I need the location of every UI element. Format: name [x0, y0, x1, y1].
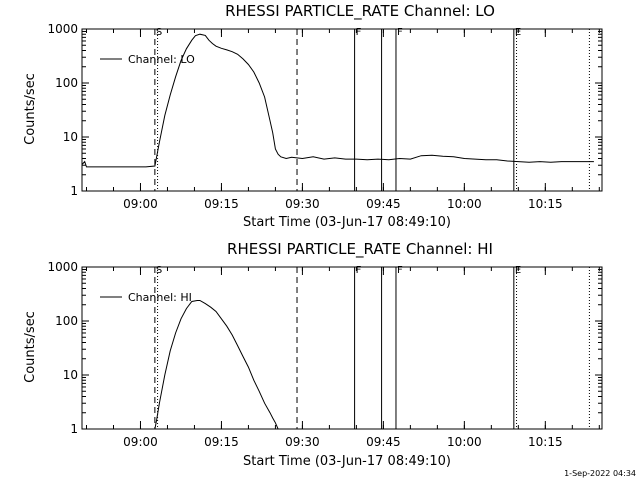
- panel-lo-xlabel: Start Time (03-Jun-17 08:49:10): [243, 215, 451, 230]
- plot-area-hi: 1 10 100 1000 09:00 09:15 09:30 09:45 10:00 10:15…: [47, 260, 603, 449]
- panel-hi-ylabel: Counts/sec: [23, 311, 38, 383]
- y-tick-label-hi: 100: [55, 314, 78, 328]
- legend-label-hi: Channel: HI: [128, 291, 192, 304]
- panel-hi-title: RHESSI PARTICLE_RATE Channel: HI: [227, 240, 493, 259]
- x-tick-label-lo: 10:00: [447, 197, 482, 211]
- x-tick-label-hi: 09:30: [285, 435, 320, 449]
- x-tick-label-lo: 09:15: [204, 197, 239, 211]
- plot-frame-hi: [81, 266, 603, 430]
- y-tick-label-lo: 1: [70, 184, 78, 198]
- event-marker-label-hi: F: [356, 265, 362, 276]
- x-tick-label-hi: 10:00: [447, 435, 482, 449]
- x-tick-label-hi: 09:45: [366, 435, 401, 449]
- event-marker-label-lo: E: [515, 27, 521, 38]
- x-tick-label-hi: 10:15: [528, 435, 563, 449]
- event-marker-label-hi: E: [515, 265, 521, 276]
- event-marker-label-lo: F: [356, 27, 362, 38]
- x-tick-label-lo: 09:30: [285, 197, 320, 211]
- panel-lo-title: RHESSI PARTICLE_RATE Channel: LO: [225, 2, 495, 21]
- event-marker-label-lo: S: [156, 27, 162, 38]
- event-marker-label-hi: F: [397, 265, 403, 276]
- y-tick-label-hi: 1: [70, 422, 78, 436]
- footer-timestamp: 1-Sep-2022 04:34: [564, 469, 636, 478]
- y-tick-label-lo: 10: [63, 130, 78, 144]
- x-tick-label-hi: 09:00: [123, 435, 158, 449]
- event-marker-label-lo: F: [397, 27, 403, 38]
- plot-area-lo: 1 10 100 1000 09:00 09:15 09:30 09:45 10:00 10:15…: [47, 22, 603, 211]
- y-tick-label-hi: 1000: [47, 260, 78, 274]
- event-marker-label-hi: S: [156, 265, 162, 276]
- y-tick-label-lo: 100: [55, 76, 78, 90]
- x-tick-label-lo: 09:00: [123, 197, 158, 211]
- y-tick-label-hi: 10: [63, 368, 78, 382]
- series-line-hi: [154, 300, 279, 430]
- plot-frame-lo: [81, 28, 603, 192]
- y-tick-label-lo: 1000: [47, 22, 78, 36]
- panel-hi-xlabel: Start Time (03-Jun-17 08:49:10): [243, 454, 451, 469]
- panel-lo: RHESSI PARTICLE_RATE Channel: LO Start T…: [23, 2, 495, 230]
- x-tick-label-hi: 09:15: [204, 435, 239, 449]
- x-tick-label-lo: 10:15: [528, 197, 563, 211]
- panel-lo-ylabel: Counts/sec: [23, 73, 38, 145]
- legend-label-lo: Channel: LO: [128, 53, 195, 66]
- series-line-lo: [81, 33, 594, 168]
- panel-hi: RHESSI PARTICLE_RATE Channel: HI Start T…: [23, 240, 493, 469]
- x-tick-label-lo: 09:45: [366, 197, 401, 211]
